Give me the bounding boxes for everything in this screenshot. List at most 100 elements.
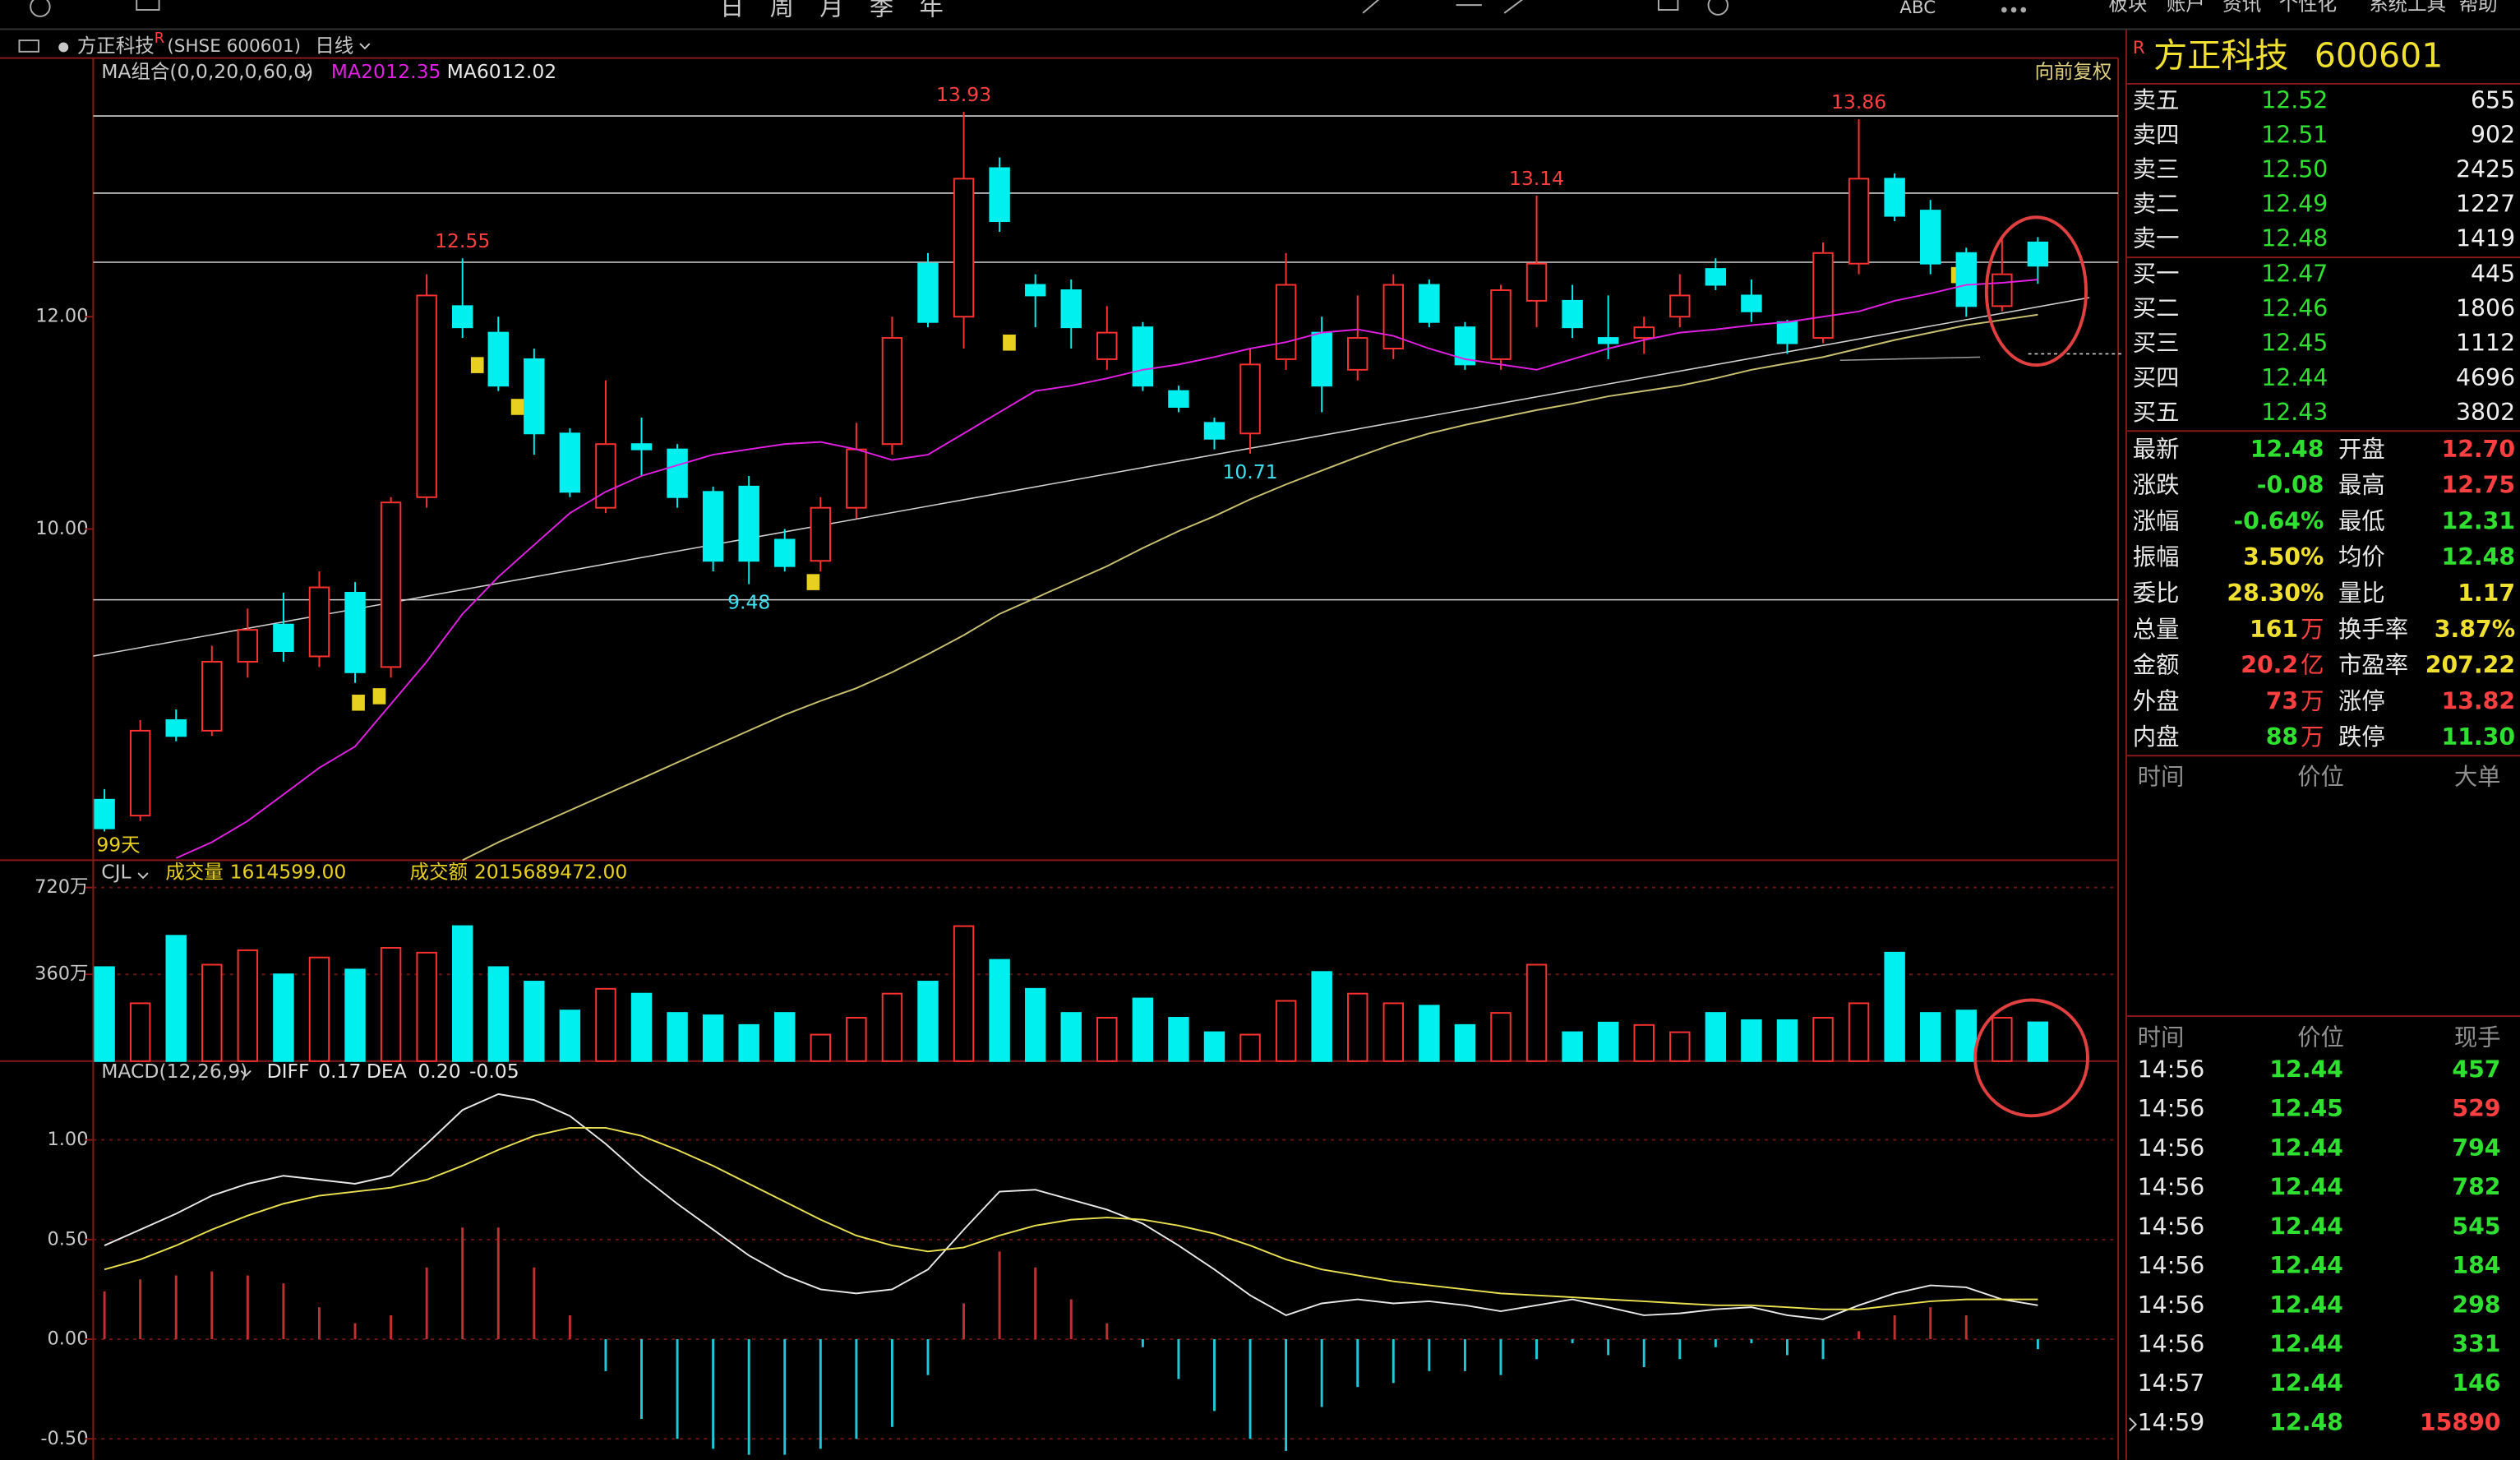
volume-bar [2027, 1021, 2049, 1062]
icon[interactable] [1362, 0, 1385, 14]
flag [372, 688, 386, 705]
stat-label: 市盈率 [2338, 652, 2408, 679]
ma-line [462, 313, 2038, 862]
legend-name: 成交额 [410, 861, 468, 884]
book-price: 12.44 [2261, 364, 2328, 391]
candle-body [1992, 273, 2013, 307]
trade-price: 12.44 [2269, 1056, 2343, 1083]
stat-label: 最高 [2338, 472, 2385, 499]
candle-body [524, 358, 545, 435]
candle-body [201, 660, 223, 732]
trade-time: 14:56 [2138, 1291, 2205, 1319]
icon[interactable] [1503, 0, 1530, 14]
column-header: 时间 [2138, 764, 2185, 791]
book-price: 12.47 [2261, 261, 2328, 288]
chevron [137, 872, 149, 880]
icon[interactable] [18, 39, 39, 53]
candle-body [1168, 390, 1189, 408]
stat-label: 最低 [2338, 507, 2385, 534]
period-button[interactable]: 周 [770, 0, 794, 21]
menu-item[interactable]: 个性化 [2279, 0, 2337, 16]
extreme-label: 12.55 [435, 229, 490, 252]
icon[interactable] [1707, 0, 1728, 16]
trade-time: 14:56 [2138, 1095, 2205, 1122]
book-label: 买四 [2133, 364, 2180, 391]
menu-item[interactable]: 系统工具 [2369, 0, 2446, 16]
book-volume: 1227 [2456, 191, 2515, 218]
volume-bar [344, 968, 366, 1062]
column-header: 现手 [2454, 1023, 2501, 1051]
legend-value: 0.20 [418, 1060, 460, 1083]
stat-unit: 万 [2301, 687, 2324, 714]
volume-bar [917, 981, 939, 1062]
book-price: 12.43 [2261, 399, 2328, 426]
candle-body [1239, 363, 1261, 435]
adjust-button[interactable]: 向前复权 [2034, 60, 2112, 83]
period-button[interactable]: 日 [720, 0, 744, 21]
trade-price: 12.44 [2269, 1291, 2343, 1319]
book-volume: 655 [2471, 86, 2515, 113]
stat-value: 3.50% [2243, 543, 2324, 571]
book-price: 12.51 [2261, 121, 2328, 148]
volume-bar [451, 925, 473, 1062]
candle-body [129, 729, 151, 817]
book-label: 卖三 [2133, 156, 2180, 183]
toolbar-icons[interactable] [30, 0, 2027, 17]
trend-line [1839, 356, 1981, 362]
volume-bar [129, 1002, 151, 1062]
trade-time: 14:56 [2138, 1056, 2205, 1083]
volume-bar [1884, 951, 1905, 1062]
trade-price: 12.44 [2269, 1331, 2343, 1358]
legend-name: MA60 [447, 60, 501, 83]
trade-price: 12.44 [2269, 1370, 2343, 1397]
volume-bar [1633, 1023, 1655, 1062]
book-label: 卖二 [2133, 191, 2180, 218]
menu-item[interactable]: 帮助 [2459, 0, 2498, 16]
icon[interactable] [2001, 7, 2007, 13]
volume-bar [1490, 1012, 1512, 1062]
candle-body [308, 586, 330, 658]
stat-value: 12.48 [2250, 436, 2324, 463]
candle-body [1669, 294, 1691, 318]
period-button[interactable]: 季 [870, 0, 893, 21]
icon[interactable] [30, 0, 51, 17]
stat-value: 12.48 [2441, 543, 2515, 571]
extreme-label: 13.14 [1509, 167, 1564, 190]
trade-price: 12.44 [2269, 1174, 2343, 1201]
icon[interactable] [2020, 7, 2027, 13]
flag [1003, 334, 1016, 351]
period-button[interactable]: 年 [919, 0, 943, 21]
volume-bar [1239, 1033, 1261, 1062]
trade-volume: 782 [2452, 1174, 2500, 1201]
menu-item[interactable]: 板块 [2108, 0, 2147, 16]
candle-body [1382, 284, 1405, 349]
icon[interactable] [2010, 7, 2017, 13]
badge: R [2133, 38, 2145, 58]
menu-item[interactable]: 账户 [2167, 0, 2205, 16]
menu-item[interactable]: 资讯 [2222, 0, 2261, 16]
legend-value: -0.05 [469, 1060, 519, 1083]
volume-bar [237, 949, 259, 1062]
candle-body [846, 448, 867, 509]
book-price: 12.50 [2261, 156, 2328, 183]
candle-body [953, 178, 975, 318]
period-button[interactable]: 月 [819, 0, 843, 21]
volume-bar [881, 992, 903, 1062]
stat-value: 11.30 [2441, 723, 2515, 751]
volume-bar [416, 951, 437, 1062]
volume-bar [94, 966, 115, 1062]
book-volume: 2425 [2456, 156, 2515, 183]
icon[interactable] [136, 0, 160, 11]
trade-time: 14:57 [2138, 1370, 2205, 1397]
period[interactable]: 日线 [315, 34, 353, 57]
macd-line [104, 1126, 2038, 1310]
candle-body [1132, 326, 1154, 387]
candle-body [451, 305, 473, 329]
stat-label: 委比 [2133, 580, 2180, 607]
icon[interactable] [1657, 0, 1679, 11]
candle-body [1490, 289, 1512, 360]
legend-value: 0.17 [318, 1060, 361, 1083]
drawn-lines [93, 115, 2122, 657]
legend-name: DIFF [267, 1060, 310, 1083]
